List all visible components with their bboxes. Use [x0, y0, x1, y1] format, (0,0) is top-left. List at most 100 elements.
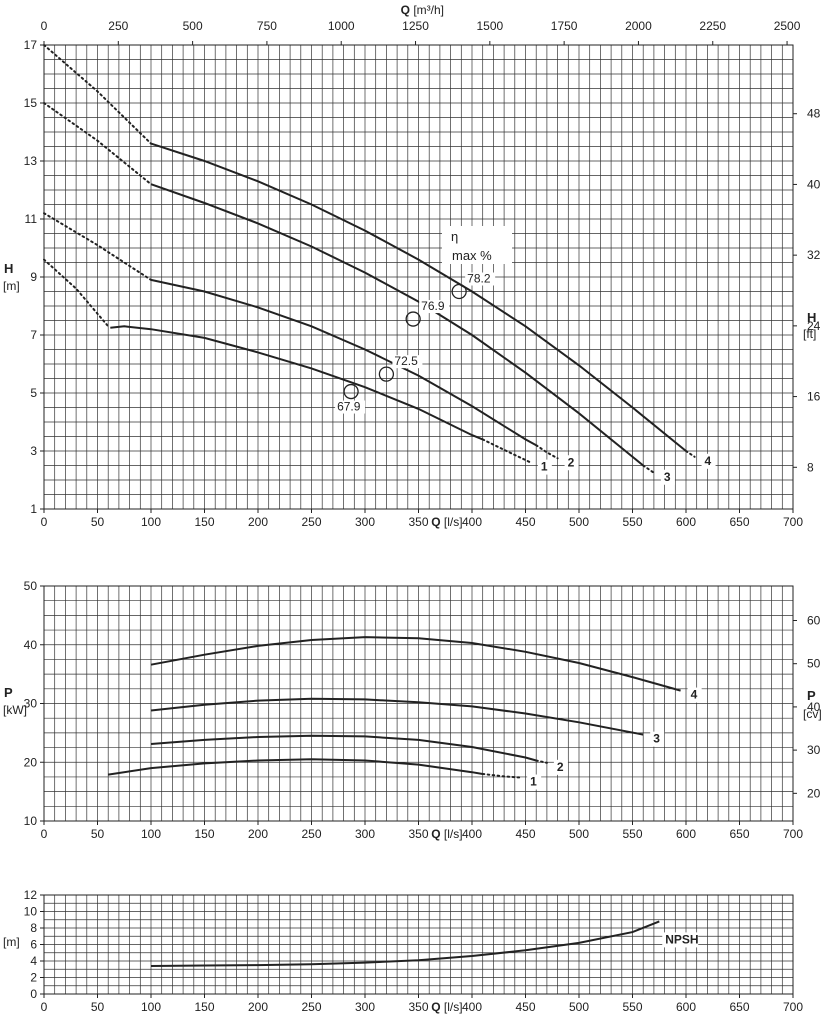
right-tick-label: 48: [807, 107, 821, 121]
y-tick-label: 0: [30, 987, 37, 1001]
x-tick-label: 700: [783, 1000, 803, 1014]
x-axis-unit: [l/s]: [444, 827, 463, 841]
series-tag-box: [701, 453, 716, 469]
top-axis-symbol: Q: [401, 3, 414, 17]
x-tick-label: 600: [676, 515, 696, 529]
y-tick-label: 30: [24, 697, 38, 711]
y-axis-unit: [m]: [3, 935, 20, 949]
right-tick-label: 16: [807, 390, 821, 404]
x-tick-label: 700: [783, 515, 803, 529]
eta-label: η: [451, 229, 458, 244]
y-axis-unit: [m]: [3, 279, 20, 293]
y-tick-label: 9: [30, 270, 37, 284]
top-tick-label: 1250: [402, 19, 429, 33]
y-tick-label: 5: [30, 386, 37, 400]
series-label-NPSH: NPSH: [665, 932, 698, 946]
series-label-2: 2: [568, 455, 575, 469]
y-axis-symbol: H: [4, 261, 13, 276]
bep-marker-1: [343, 383, 359, 400]
series-1-dotted-end: [481, 438, 532, 464]
right-tick-label: 40: [807, 177, 821, 191]
series-tag-box: [660, 469, 675, 485]
x-tick-label: 650: [729, 515, 749, 529]
y-tick-label: 10: [24, 814, 38, 828]
x-tick-label: 450: [515, 1000, 535, 1014]
series-label-4: 4: [705, 454, 712, 468]
x-tick-label: 700: [783, 827, 803, 841]
series-3-line: [150, 697, 644, 736]
y-axis-symbol: P: [4, 685, 13, 700]
y-tick-label: 12: [24, 888, 38, 902]
y-tick-label: 40: [24, 638, 38, 652]
x-tick-label: 200: [248, 827, 268, 841]
series-NPSH-line: [150, 920, 660, 967]
x-tick-label: 300: [355, 1000, 375, 1014]
series-3: 376.9: [43, 102, 675, 485]
x-tick-label: 350: [408, 827, 428, 841]
right-axis-unit: [cv]: [803, 707, 822, 721]
x-tick-label: 250: [301, 827, 321, 841]
x-tick-label: 600: [676, 1000, 696, 1014]
series-label-3: 3: [664, 470, 671, 484]
top-axis-label: Q [m³/h]: [401, 3, 444, 17]
efficiency-label-1: 67.9: [337, 400, 361, 414]
series-2-line: [150, 278, 537, 447]
series-2-line: [150, 734, 537, 762]
x-tick-label: 0: [41, 827, 48, 841]
y-tick-label: 13: [24, 154, 38, 168]
x-tick-label: 500: [569, 1000, 589, 1014]
right-tick-label: 40: [807, 700, 821, 714]
x-tick-label: 600: [676, 827, 696, 841]
x-tick-label: 400: [462, 827, 482, 841]
x-tick-label: 400: [462, 1000, 482, 1014]
series-1-dotted-end: [481, 773, 522, 779]
bep-marker-2: [378, 366, 395, 382]
series-1-line: [108, 758, 483, 776]
top-tick-label: 0: [41, 19, 48, 33]
x-tick-label: 250: [301, 1000, 321, 1014]
gridlines: [43, 44, 794, 510]
series-2: 272.5: [43, 212, 579, 471]
eta-label-box: [442, 226, 512, 264]
top-axis-unit: [m³/h]: [413, 3, 444, 17]
power-chart: 0 50 100 150 200 250 300 350 400 450 500 550 600 650 7…: [3, 579, 822, 841]
series-tag-box: [687, 687, 702, 703]
right-axis-symbol: P: [807, 688, 816, 703]
x-tick-label: 50: [91, 515, 105, 529]
y-tick-label: 8: [30, 921, 37, 935]
x-tick-label: 650: [729, 1000, 749, 1014]
series-3-line: [150, 183, 644, 467]
right-axis-symbol: H: [807, 310, 816, 325]
x-axis-label: Q [l/s]: [431, 827, 462, 841]
series-4-dotted-start: [43, 44, 152, 145]
series-1: 167.9: [43, 258, 552, 475]
series-1-line: [110, 325, 484, 441]
y-axis-unit: [kW]: [3, 703, 27, 717]
y-tick-label: 17: [24, 38, 38, 52]
efficiency-label-2: 72.5: [394, 354, 418, 368]
series-2-dotted-start: [43, 212, 152, 281]
x-axis-symbol: Q: [431, 515, 444, 529]
right-axis-unit: [ft]: [803, 327, 816, 341]
efficiency-tag-box: [392, 355, 423, 369]
x-tick-label: 550: [622, 515, 642, 529]
x-tick-label: 250: [301, 515, 321, 529]
x-tick-label: 350: [408, 515, 428, 529]
right-tick-label: 8: [807, 460, 814, 474]
right-tick-label: 30: [807, 743, 821, 757]
right-tick-label: 60: [807, 613, 821, 627]
right-tick-label: 20: [807, 786, 821, 800]
top-tick-label: 250: [108, 19, 128, 33]
x-axis-label: Q [l/s]: [431, 1000, 462, 1014]
y-tick-label: 4: [30, 954, 37, 968]
y-tick-label: 6: [30, 938, 37, 952]
x-tick-label: 100: [141, 827, 161, 841]
x-tick-label: 100: [141, 1000, 161, 1014]
top-tick-label: 2250: [699, 19, 726, 33]
x-tick-label: 150: [194, 515, 214, 529]
x-axis-label: Q [l/s]: [431, 515, 462, 529]
y-tick-label: 2: [30, 971, 37, 985]
efficiency-tag-box: [419, 300, 450, 314]
x-tick-label: 200: [248, 1000, 268, 1014]
x-axis-symbol: Q: [431, 1000, 444, 1014]
